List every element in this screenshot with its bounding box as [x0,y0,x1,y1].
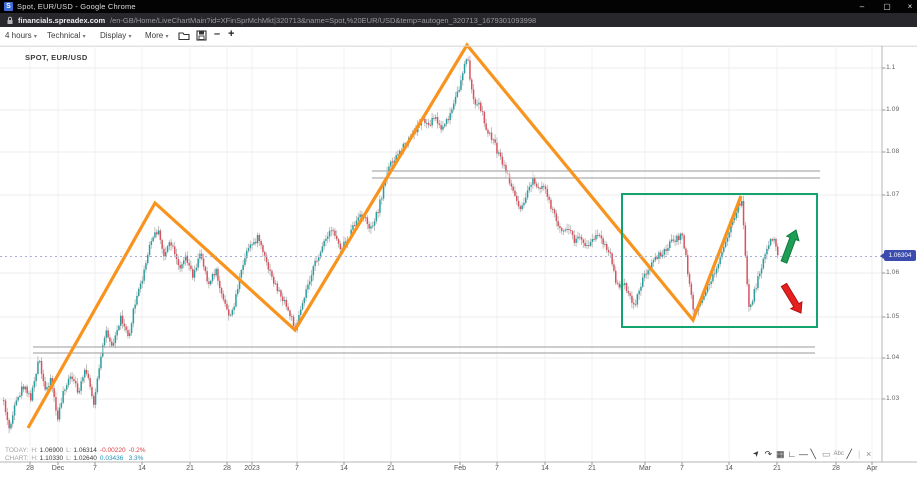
zigzag-trendline[interactable] [26,42,743,429]
x-axis-tick-label: 21 [588,465,596,472]
legend-row-chart: CHART: H: 1.10330 L: 1.02640 0.03436 3.3… [5,455,149,463]
close-button[interactable]: × [907,2,913,11]
y-axis-tick-label: 1.08 [886,148,900,155]
legend-row-today: TODAY: H: 1.06900 L: 1.06314 -0.00220 -0… [5,447,149,455]
horizontal-line-tool-icon[interactable]: — [799,449,808,459]
x-axis-tick-label: 7 [295,465,299,472]
grid-tool-icon[interactable]: ▦ [776,449,785,459]
open-folder-icon[interactable] [178,30,190,41]
price-band[interactable] [33,347,815,353]
x-axis-tick-label: 28 [832,465,840,472]
legend-label: TODAY: [5,447,29,454]
y-axis-tick-label: 1.09 [886,106,900,113]
price-badge-notch [880,253,884,259]
today-change-pct: -0.2% [128,447,146,454]
chevron-down-icon: ▾ [165,34,169,40]
legend-label: CHART: [5,455,29,462]
x-axis-tick-label: 21 [186,465,194,472]
x-axis-tick-label: 2023 [244,465,260,472]
y-axis-tick-label: 1.03 [886,395,900,402]
chart-change: 0.03436 [99,455,124,462]
save-icon[interactable] [196,30,207,41]
delete-tool-icon[interactable]: × [866,449,872,459]
chevron-down-icon: ▾ [128,34,132,40]
x-axis-tick-label: Feb [453,465,467,472]
candlestick-layer [3,55,779,434]
y-axis-tick-label: 1.1 [886,64,896,71]
chart-axes-tool-icon[interactable]: ∟ [787,449,797,459]
today-low: 1.06314 [73,447,97,454]
x-axis-tick-label: 21 [773,465,781,472]
text-tool-icon[interactable]: Abc [833,451,844,457]
more-menu[interactable]: More ▾ [145,31,169,40]
trend-line-tool-icon[interactable]: ╲ [810,449,816,459]
lock-icon [7,16,13,24]
x-axis-tick-label: 14 [541,465,549,472]
ohlc-legend: TODAY: H: 1.06900 L: 1.06314 -0.00220 -0… [5,447,149,463]
today-change: -0.00220 [99,447,126,454]
minimize-button[interactable]: – [859,2,865,11]
x-axis-tick-label: 7 [495,465,499,472]
chevron-down-icon: ▾ [33,34,37,40]
separator: | [858,449,861,459]
y-axis-tick-label: 1.07 [886,191,900,198]
url-host: financials.spreadex.com [18,16,106,25]
x-axis-tick-label: 14 [725,465,733,472]
x-axis-tick-label: 21 [387,465,395,472]
x-axis-tick-label: 14 [340,465,348,472]
timeframe-menu[interactable]: 4 hours ▾ [5,31,37,40]
current-price-badge: 1.06304 [884,250,916,261]
x-axis-tick-label: 28 [26,465,34,472]
freehand-tool-icon[interactable]: ╱ [846,449,852,459]
today-high: 1.06900 [39,447,64,454]
chevron-down-icon: ▾ [82,34,86,40]
up-arrow[interactable] [780,229,800,264]
maximize-button[interactable]: ▢ [883,2,891,11]
price-band[interactable] [372,171,820,178]
x-axis-tick-label: 14 [138,465,146,472]
y-axis-tick-label: 1.04 [886,354,900,361]
display-menu[interactable]: Display ▾ [100,31,132,40]
x-axis-tick-label: Dec [51,465,65,472]
spreadex-favicon-icon: S [4,2,13,11]
curved-arrow-tool-icon[interactable]: ↷ [764,449,773,459]
url-path: /en-GB/Home/LiveChartMain?id=XFinSprMchM… [110,16,537,25]
x-axis-tick-label: Apr [866,465,878,472]
x-axis-tick-label: Mar [638,465,652,472]
zoom-in-button[interactable]: + [228,28,235,40]
browser-titlebar: S Spot, EUR/USD - Google Chrome – ▢ × [0,0,917,13]
x-axis-tick-label: 7 [680,465,684,472]
url-bar[interactable]: financials.spreadex.com /en-GB/Home/Live… [0,13,917,27]
chart-high: 1.10330 [39,455,64,462]
chart-low: 1.02640 [73,455,97,462]
y-axis-tick-label: 1.06 [886,269,900,276]
x-axis-tick-label: 7 [93,465,97,472]
window-title: Spot, EUR/USD - Google Chrome [17,2,136,11]
zoom-out-button[interactable]: – [214,28,221,40]
y-axis-tick-label: 1.05 [886,313,900,320]
technical-menu[interactable]: Technical ▾ [47,31,86,40]
x-axis-tick-label: 28 [223,465,231,472]
chart-change-pct: 3.3% [128,455,144,462]
down-arrow[interactable] [780,282,803,314]
highlight-box[interactable] [621,193,818,328]
rectangle-tool-icon[interactable]: ▭ [822,449,831,459]
symbol-label: SPOT, EUR/USD [25,53,88,62]
